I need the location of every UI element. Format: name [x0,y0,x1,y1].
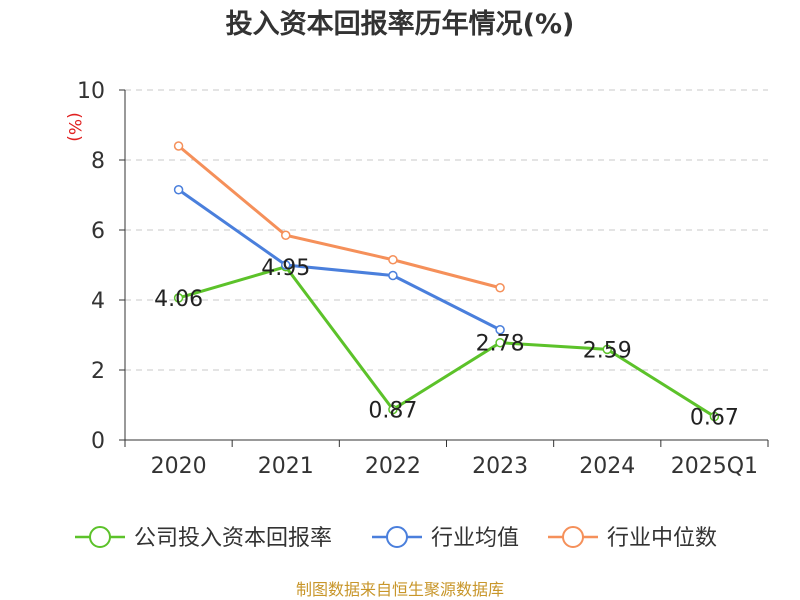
source-note: 制图数据来自恒生聚源数据库 [296,580,504,599]
x-tick-label: 2023 [472,454,528,479]
x-tick-label: 2025Q1 [671,454,758,479]
data-point[interactable] [173,293,184,303]
x-tick-label: 2021 [258,454,314,479]
data-point[interactable] [495,337,505,348]
y-tick-label: 10 [77,79,105,104]
data-point[interactable] [281,260,291,270]
data-point[interactable] [495,325,505,335]
series-line-2 [177,144,501,290]
x-tick-label: 2024 [579,454,635,479]
data-point[interactable] [173,141,184,151]
data-point[interactable] [173,185,184,195]
series-line-1 [177,188,501,332]
y-tick-label: 2 [91,359,105,384]
legend[interactable]: 公司投入资本回报率 行业均值 行业中位数 [75,526,717,551]
data-point[interactable] [709,411,720,422]
y-tick-label: 6 [91,219,105,244]
legend-label[interactable]: 行业均值 [431,526,519,551]
legend-marker[interactable] [386,526,408,548]
y-tick-label: 8 [91,149,105,174]
data-point[interactable] [388,255,398,265]
chart-title: 投入资本回报率历年情况(%) [226,8,575,40]
data-label: 4.95 [261,256,310,281]
data-point[interactable] [388,270,398,281]
y-tick-label: 0 [91,429,105,454]
data-point[interactable] [281,230,291,240]
data-label: 4.06 [154,287,203,312]
legend-label[interactable]: 公司投入资本回报率 [134,526,332,551]
x-tick-label: 2020 [151,454,207,479]
y-tick-label: 4 [91,289,105,314]
data-point[interactable] [388,404,398,415]
data-label: 0.67 [690,406,739,431]
y-axis-unit: (%) [64,112,84,141]
legend-marker[interactable] [562,526,584,548]
data-point[interactable] [495,283,505,293]
legend-marker[interactable] [89,526,111,548]
grid [125,89,768,371]
data-label: 2.78 [476,332,525,357]
series-layer [173,141,720,422]
data-label: 0.87 [368,399,417,424]
data-label: 2.59 [583,338,632,363]
x-tick-label: 2022 [365,454,421,479]
axes: 0 2 4 6 8 10 2020 2021 2022 2023 2024 2025Q1 [77,79,769,479]
data-labels: 4.06 4.95 0.87 2.78 2.59 0.67 [154,256,739,431]
series-line-0 [178,265,716,418]
legend-label[interactable]: 行业中位数 [607,526,717,551]
data-point[interactable] [602,344,612,355]
